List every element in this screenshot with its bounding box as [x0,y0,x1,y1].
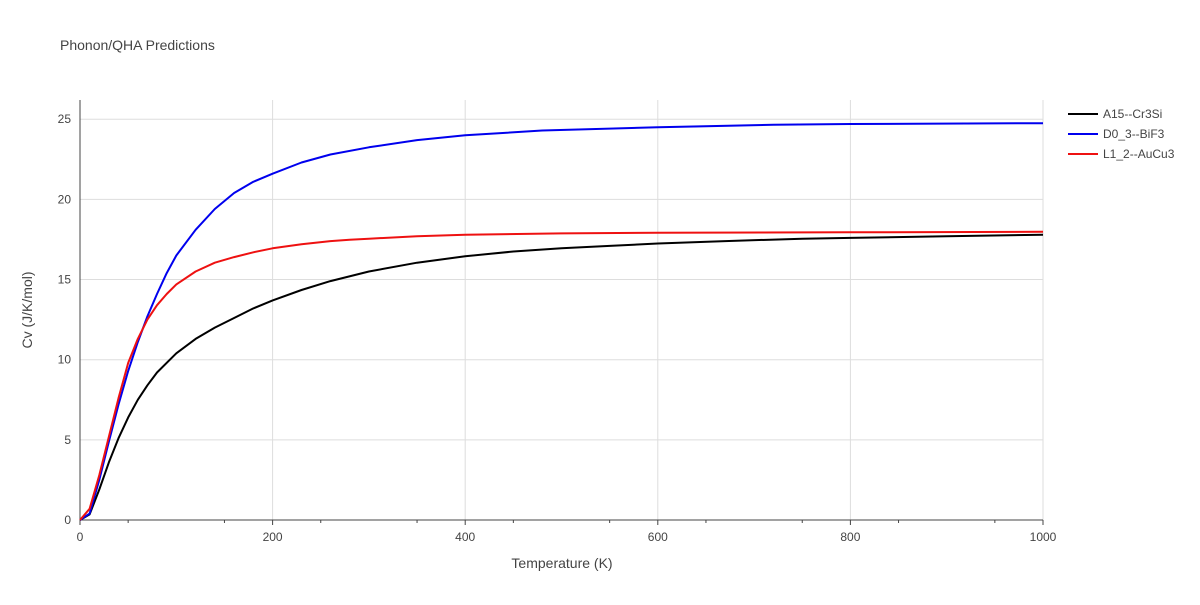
legend-item-a15-cr3si[interactable]: A15--Cr3Si [1068,107,1162,121]
x-tick-label: 400 [455,530,475,544]
series-layer [79,122,1044,521]
axis-layer: 0 200 400 600 800 1000 0 5 10 15 20 25 [58,100,1057,544]
y-tick-label: 0 [64,513,71,527]
legend-item-l1-2-aucu3[interactable]: L1_2--AuCu3 [1068,147,1175,161]
y-tick-label: 25 [58,112,72,126]
legend-label: D0_3--BiF3 [1103,127,1165,141]
series-line-l1-2-aucu3 [79,230,1044,521]
x-tick-label: 1000 [1030,530,1057,544]
legend[interactable]: A15--Cr3Si D0_3--BiF3 L1_2--AuCu3 [1068,107,1175,161]
y-axis-title: Cv (J/K/mol) [19,272,35,349]
grid-layer [80,100,1044,520]
x-tick-label: 0 [77,530,84,544]
series-line-d0-3-bif3 [79,122,1044,521]
x-axis-title: Temperature (K) [511,555,612,571]
chart-title: Phonon/QHA Predictions [60,37,215,53]
legend-item-d0-3-bif3[interactable]: D0_3--BiF3 [1068,127,1165,141]
y-tick-label: 20 [58,192,72,206]
x-tick-label: 200 [263,530,283,544]
legend-label: A15--Cr3Si [1103,107,1162,121]
y-tick-label: 15 [58,273,72,287]
legend-label: L1_2--AuCu3 [1103,147,1175,161]
series-line-a15-cr3si [79,233,1044,521]
x-tick-label: 800 [840,530,860,544]
x-tick-label: 600 [648,530,668,544]
y-tick-label: 5 [64,433,71,447]
y-tick-label: 10 [58,353,72,367]
